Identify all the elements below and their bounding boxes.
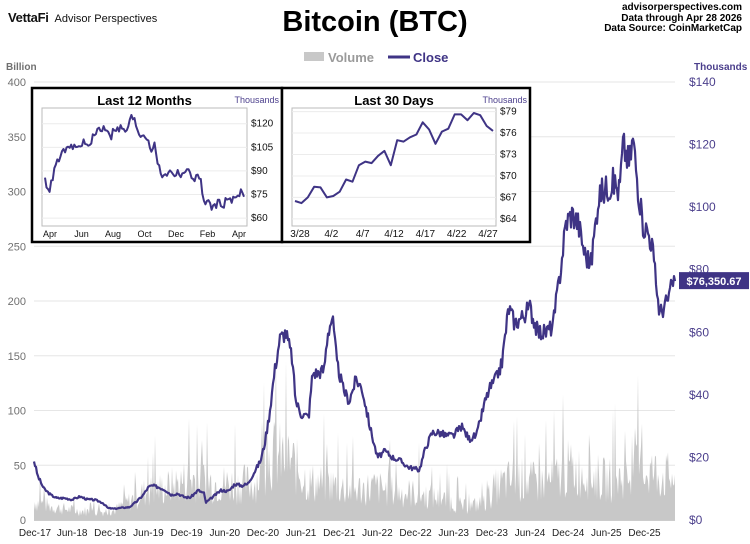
inset-x-tick-label: 4/27 [478,229,498,240]
legend-close-label: Close [413,50,448,65]
y-left-tick-label: 0 [20,515,26,527]
inset-x-tick-label: 3/28 [290,229,310,240]
volume-area [34,361,675,520]
y-left-tick-label: 150 [8,351,26,363]
inset-y-axis-label: Thousands [234,95,279,105]
legend-volume-swatch [304,52,324,61]
inset-plot-area [291,107,497,227]
inset-y-tick-label: $120 [251,119,274,130]
y-left-tick-label: 250 [8,241,26,253]
x-tick-label: Jun-20 [209,528,240,539]
y-right-tick-label: $0 [689,513,703,527]
y-right-axis-label: Thousands [694,62,748,73]
site-url: advisorperspectives.com [621,2,742,13]
legend-volume-label: Volume [328,50,374,65]
inset-y-tick-label: $90 [251,166,268,177]
inset-title: Last 30 Days [354,93,434,108]
inset-x-tick-label: Apr [232,229,246,239]
inset-frame [280,86,532,244]
inset-y-tick-label: $105 [251,142,274,153]
inset-x-tick-label: 4/7 [356,229,370,240]
inset-y-tick-label: $70 [500,171,517,182]
x-tick-label: Dec-24 [552,528,585,539]
close-line [32,132,677,511]
y-left-tick-label: 400 [8,77,26,89]
inset-x-tick-label: Jun [74,229,89,239]
x-tick-label: Jun-18 [57,528,88,539]
x-tick-label: Dec-21 [323,528,356,539]
last-value-box [679,272,749,290]
x-tick-label: Dec-19 [170,528,203,539]
inset-y-tick-label: $75 [251,190,268,201]
inset-close-line [294,112,494,205]
brand-logo: VettaFi Advisor Perspectives [8,10,157,25]
inset-x-tick-label: 4/22 [447,229,467,240]
inset-plot-area [41,107,248,227]
y-left-tick-label: 200 [8,296,26,308]
y-left-tick-label: 100 [8,406,26,418]
y-left-tick-label: 300 [8,187,26,199]
y-right-tick-label: $140 [689,75,716,89]
inset-x-tick-label: Oct [137,229,152,239]
x-tick-label: Jun-24 [515,528,546,539]
x-tick-label: Dec-20 [247,528,280,539]
y-left-axis-label: Billion [6,62,37,73]
x-tick-label: Dec-25 [628,528,661,539]
inset-close-line [44,114,245,211]
x-tick-label: Jun-25 [591,528,622,539]
x-tick-label: Dec-22 [399,528,432,539]
inset-x-tick-label: 4/2 [324,229,338,240]
inset-y-tick-label: $64 [500,214,517,225]
inset-title: Last 12 Months [97,93,192,108]
inset-2: Last 30 Days Thousands $64 $67 $70 $73 $76 $79 3… [280,86,532,244]
data-source: Data Source: CoinMarketCap [604,23,742,34]
inset-y-tick-label: $79 [500,107,517,118]
y-right-tick-label: $60 [689,325,709,339]
inset-y-tick-label: $67 [500,192,517,203]
y-right-tick-label: $120 [689,138,716,152]
x-tick-label: Jun-23 [438,528,469,539]
x-tick-label: Jun-22 [362,528,393,539]
inset-y-tick-label: $76 [500,128,517,139]
y-right-tick-label: $100 [689,200,716,214]
y-right-tick-label: $20 [689,450,709,464]
x-tick-label: Jun-19 [133,528,164,539]
inset-x-tick-label: Feb [200,229,216,239]
inset-y-axis-label: Thousands [482,95,527,105]
data-through: Data through Apr 28 2026 [621,12,742,24]
y-left-tick-label: 350 [8,132,26,144]
inset-x-tick-label: Apr [43,229,57,239]
inset-y-tick-label: $73 [500,149,517,160]
inset-x-tick-label: Aug [105,229,121,239]
inset-y-tick-label: $60 [251,213,268,224]
inset-1: Last 12 Months Thousands $60 $75 $90 $105 $120… [30,86,284,244]
x-tick-label: Dec-17 [19,528,52,539]
source-info: advisorperspectives.com Data through Apr… [604,2,742,35]
inset-x-tick-label: Dec [168,229,185,239]
last-value-label: $76,350.67 [686,276,741,288]
brand-sub: Advisor Perspectives [54,13,158,25]
x-tick-label: Dec-23 [476,528,509,539]
inset-x-tick-label: 4/12 [384,229,404,240]
inset-x-tick-label: 4/17 [416,229,436,240]
chart-title: Bitcoin (BTC) [282,6,468,38]
y-right-tick-label: $40 [689,388,709,402]
x-tick-label: Dec-18 [94,528,127,539]
x-tick-label: Jun-21 [286,528,317,539]
y-left-tick-label: 50 [14,460,26,472]
inset-frame [30,86,284,244]
brand-name: VettaFi [8,10,49,25]
